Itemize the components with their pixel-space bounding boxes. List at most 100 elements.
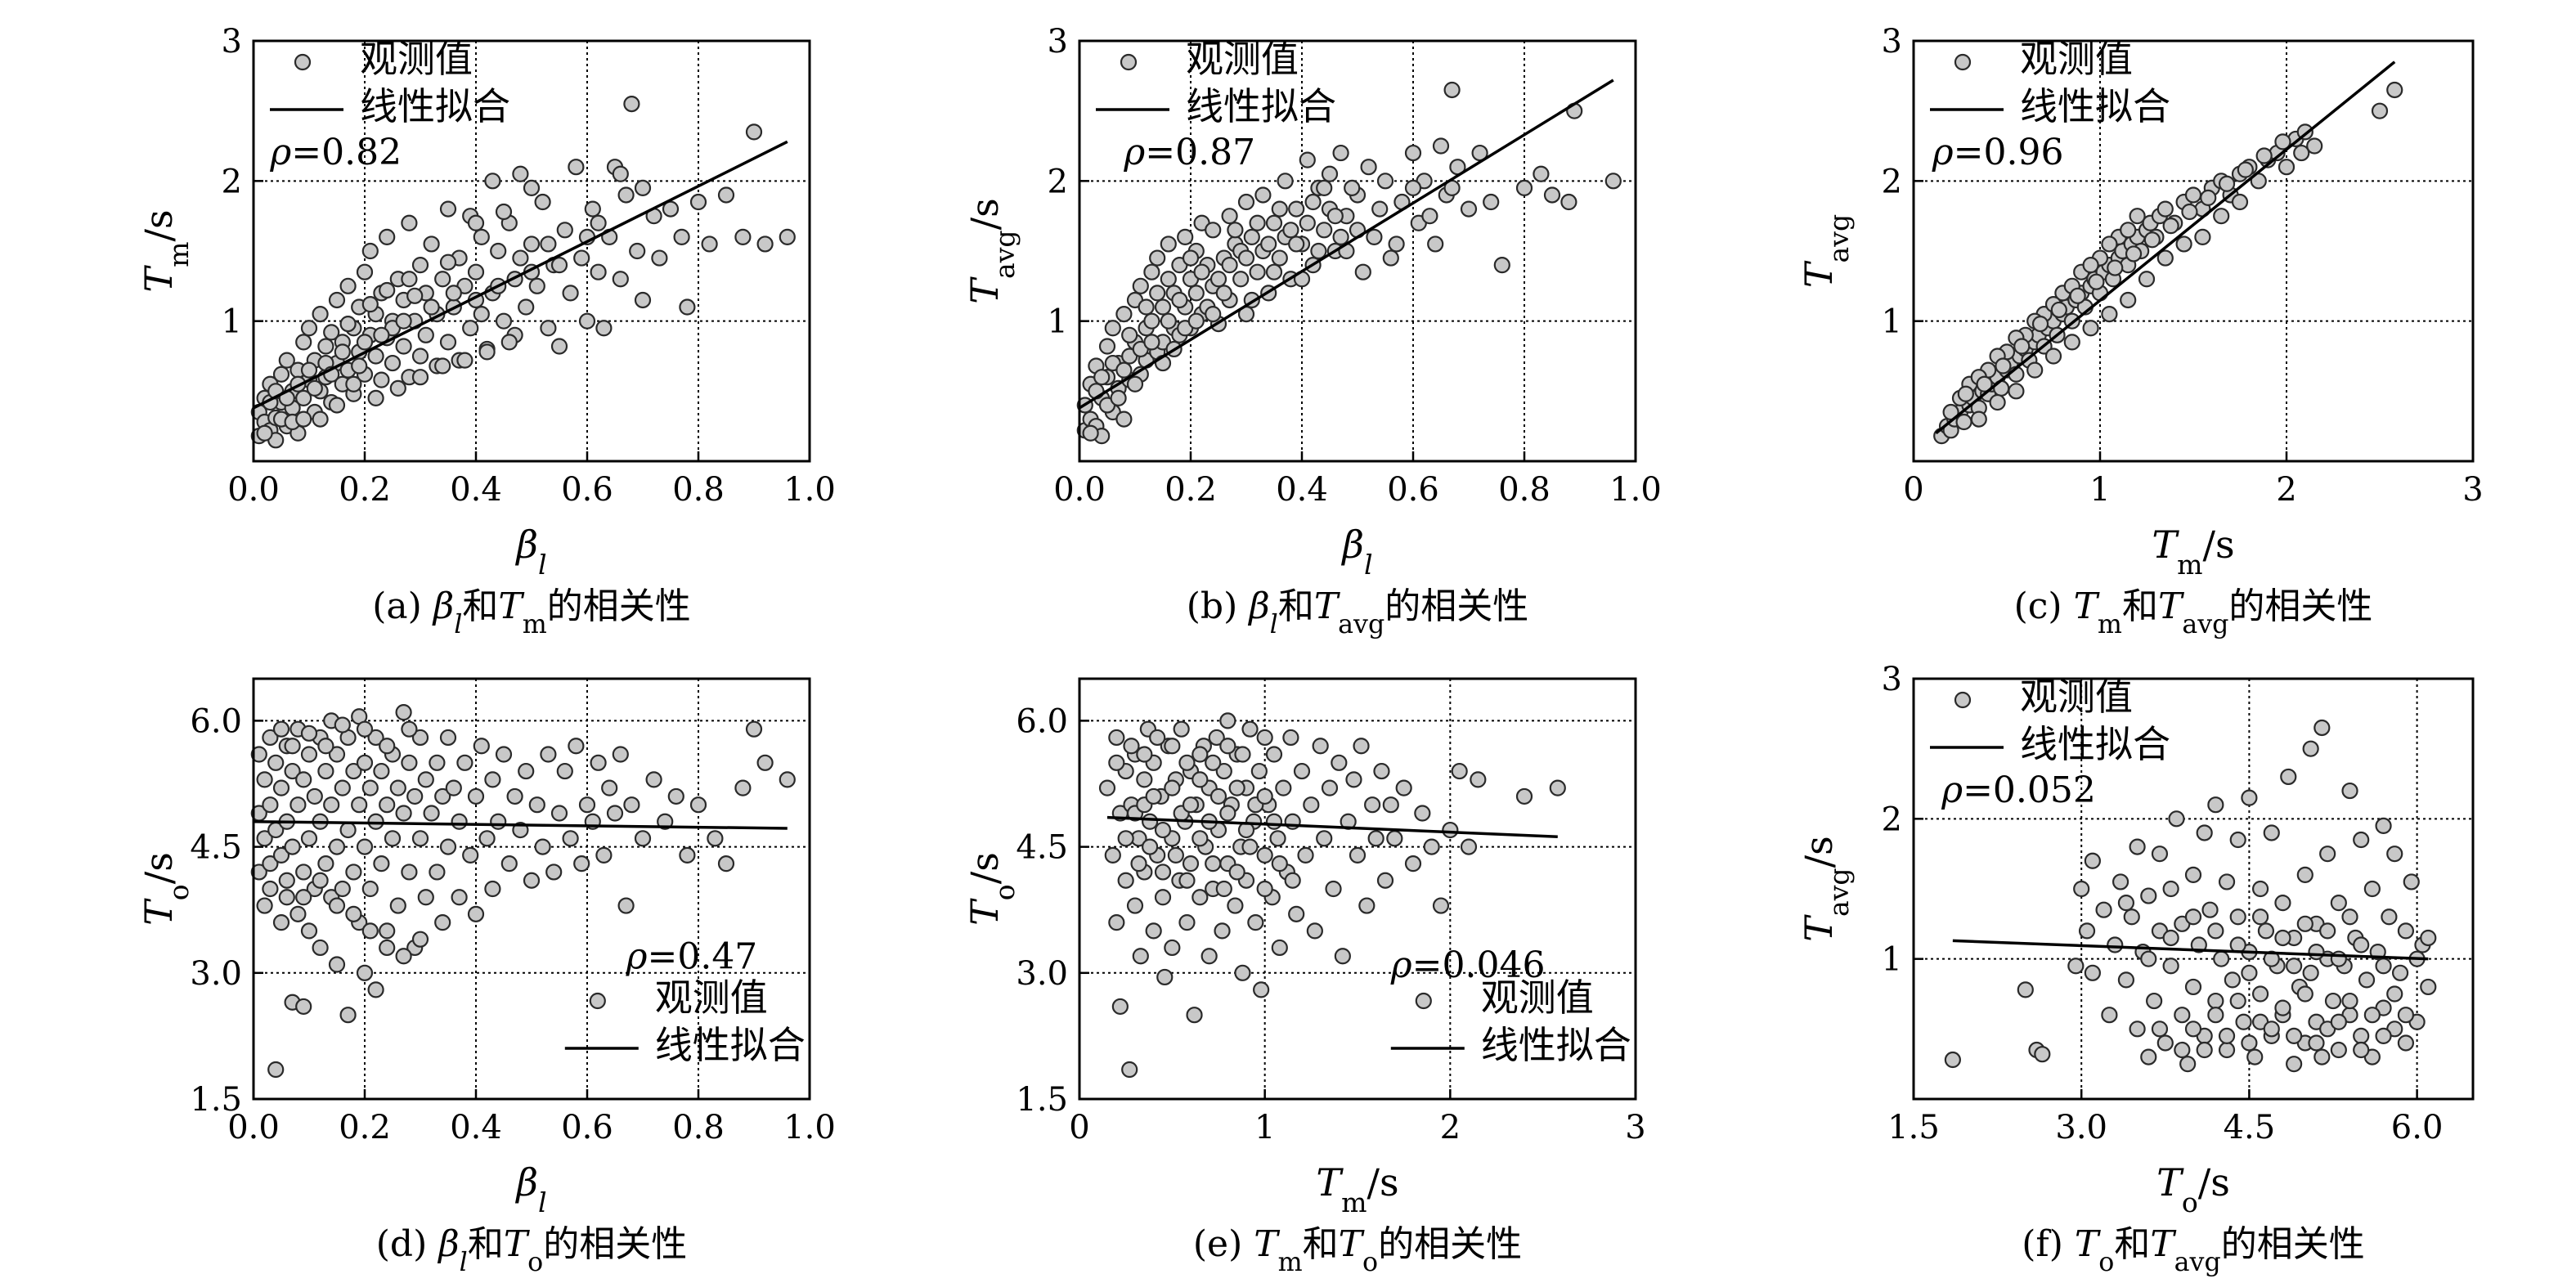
data-point [1192, 771, 1209, 788]
data-point [256, 424, 273, 442]
data-point [334, 779, 351, 796]
data-point [612, 746, 629, 763]
data-point [2308, 943, 2325, 961]
data-point [1443, 81, 1461, 99]
data-point [295, 389, 312, 406]
data-point [2391, 964, 2409, 981]
data-point [2251, 985, 2269, 1003]
data-point [1282, 729, 1299, 747]
data-point [1358, 897, 1376, 914]
data-point [556, 222, 573, 239]
data-point [2162, 218, 2179, 235]
data-point [2286, 958, 2303, 975]
y-tick-label: 3 [1882, 23, 1902, 61]
data-point [2125, 245, 2143, 262]
data-point [540, 236, 557, 253]
data-point [1269, 830, 1286, 847]
data-point [2129, 208, 2146, 225]
data-point [1976, 375, 1993, 393]
data-point [417, 771, 434, 788]
data-point [1460, 200, 1478, 218]
plot-frame [1912, 39, 2475, 463]
data-point [2194, 228, 2211, 245]
data-point [2156, 200, 2174, 218]
y-axis-label: Tavg/s [963, 198, 1021, 303]
data-point [2213, 208, 2230, 225]
data-point [1117, 830, 1134, 847]
data-point [423, 236, 440, 253]
data-point [528, 796, 545, 814]
data-point [1098, 779, 1116, 796]
data-point [1208, 729, 1225, 747]
data-point [2353, 831, 2370, 849]
data-point [262, 796, 279, 814]
data-point [467, 787, 485, 805]
data-point [367, 348, 384, 365]
data-point [1215, 762, 1232, 780]
x-tick-label: 1.0 [783, 1109, 836, 1146]
data-point [278, 889, 295, 906]
data-point [1271, 855, 1288, 873]
data-point [2156, 249, 2174, 267]
data-point [434, 914, 451, 931]
data-point [401, 271, 418, 288]
data-point [345, 864, 362, 881]
data-point [734, 779, 752, 796]
data-point [1256, 729, 1273, 747]
data-point [1432, 137, 1450, 155]
data-point [284, 738, 301, 755]
data-point [1205, 754, 1222, 771]
data-point [328, 897, 346, 914]
data-point [1331, 754, 1348, 771]
data-point [295, 889, 312, 906]
data-point [2358, 971, 2376, 989]
y-axis-label: Tavg/s [1797, 836, 1855, 941]
x-tick-label: 0.8 [1498, 471, 1551, 509]
data-point [1178, 754, 1196, 771]
data-point [2101, 1007, 2118, 1024]
data-point [262, 855, 279, 873]
data-point [1423, 838, 1440, 855]
data-point [389, 897, 406, 914]
rho-annotation: ρ=0.47 [626, 936, 758, 978]
data-point [323, 324, 340, 341]
data-point [373, 326, 390, 343]
data-point [1382, 249, 1399, 267]
data-point [2274, 999, 2291, 1016]
data-point [540, 746, 557, 763]
data-point [429, 754, 446, 771]
x-tick-label: 0.4 [450, 1109, 502, 1146]
legend-marker-icon [1954, 691, 1972, 709]
data-point [2082, 257, 2099, 274]
data-point [1334, 948, 1351, 965]
data-point [1205, 855, 1222, 873]
data-point [2251, 908, 2269, 926]
data-point [1205, 222, 1222, 239]
data-point [445, 779, 462, 796]
data-point [434, 271, 451, 288]
plot-frame [252, 677, 811, 1101]
data-point [734, 228, 752, 245]
rho-annotation: ρ=0.052 [1941, 769, 2096, 811]
data-point [745, 123, 763, 141]
x-axis-label: βl [514, 523, 546, 581]
data-point [550, 338, 568, 355]
data-point [595, 320, 613, 337]
data-point [2084, 852, 2101, 869]
data-point [512, 165, 529, 182]
data-point [1533, 165, 1550, 182]
data-point [434, 357, 451, 375]
data-point [1515, 787, 1533, 805]
data-point [2213, 950, 2230, 967]
data-point [2184, 866, 2202, 883]
data-point [467, 214, 485, 231]
data-point [745, 720, 763, 738]
data-point [2117, 895, 2135, 912]
data-point [379, 281, 396, 299]
data-point [429, 864, 446, 881]
panel-d: 0.0 0.2 0.4 0.6 0.8 1.0 1.5 3.0 4.5 6.0 βl To/s 观测值线… [137, 677, 836, 1277]
fit-line [1106, 815, 1558, 839]
data-point [679, 298, 696, 316]
data-point [1142, 838, 1159, 855]
data-point [1132, 277, 1149, 294]
